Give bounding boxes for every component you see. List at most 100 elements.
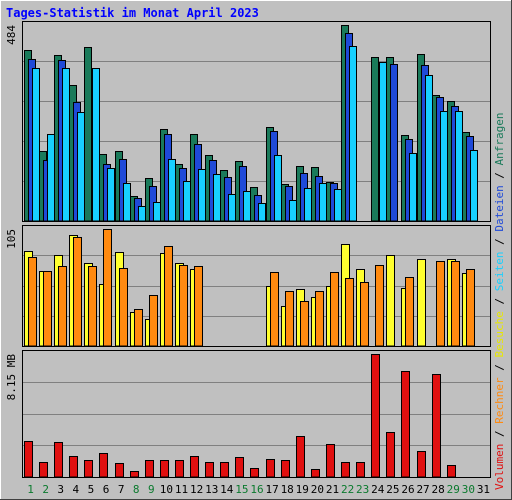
bar-volumen-day-18 xyxy=(281,460,290,478)
right-legend-item: / xyxy=(493,424,506,444)
bar-seiten-day-28 xyxy=(440,111,448,222)
day-label-7: 7 xyxy=(118,483,125,496)
bar-rechner-day-20 xyxy=(315,291,324,347)
bar-seiten-day-26 xyxy=(409,153,417,222)
bar-seiten-day-21 xyxy=(334,189,342,222)
bar-volumen-day-4 xyxy=(69,456,78,478)
day-label-11: 11 xyxy=(175,483,188,496)
bar-volumen-day-3 xyxy=(54,442,63,478)
right-legend-item: / xyxy=(493,358,506,378)
right-legend-item: / xyxy=(493,165,506,185)
day-label-29: 29 xyxy=(447,483,460,496)
day-label-24: 24 xyxy=(371,483,385,496)
day-label-18: 18 xyxy=(281,483,294,496)
bar-rechner-day-18 xyxy=(285,291,294,347)
bar-volumen-day-8 xyxy=(130,471,139,478)
bar-rechner-day-2 xyxy=(43,271,52,347)
right-legend-item: Dateien xyxy=(493,185,506,231)
bar-volumen-day-23 xyxy=(356,462,365,478)
bar-seiten-day-8 xyxy=(138,206,146,222)
bar-seiten-day-1 xyxy=(32,68,40,222)
bar-volumen-day-16 xyxy=(250,468,259,478)
day-label-1: 1 xyxy=(27,483,34,496)
bar-rechner-day-17 xyxy=(270,272,279,347)
right-legend-item: Anfragen xyxy=(493,112,506,165)
bar-rechner-day-29 xyxy=(451,261,460,347)
day-label-2: 2 xyxy=(42,483,49,496)
bar-volumen-day-7 xyxy=(115,463,124,478)
bar-rechner-day-9 xyxy=(149,295,158,347)
bar-volumen-day-5 xyxy=(84,460,93,478)
bar-volumen-day-21 xyxy=(326,444,335,478)
bar-volumen-day-19 xyxy=(296,436,305,478)
bar-seiten-day-15 xyxy=(243,191,251,222)
bar-rechner-day-12 xyxy=(194,266,203,347)
bar-volumen-day-10 xyxy=(160,460,169,478)
bar-seiten-day-9 xyxy=(153,202,161,222)
right-legend-item: / xyxy=(493,232,506,252)
bar-seiten-day-19 xyxy=(304,188,312,222)
bar-volumen-day-24 xyxy=(371,354,380,478)
bar-rechner-day-3 xyxy=(58,266,67,347)
day-label-3: 3 xyxy=(57,483,64,496)
day-label-6: 6 xyxy=(103,483,110,496)
bar-seiten-day-16 xyxy=(258,203,266,222)
bar-seiten-day-13 xyxy=(213,174,221,222)
day-label-4: 4 xyxy=(73,483,80,496)
bar-volumen-day-14 xyxy=(220,462,229,478)
bar-seiten-day-14 xyxy=(228,194,236,222)
hits-panel-ymax-label: 484 xyxy=(5,25,18,45)
bar-rechner-day-11 xyxy=(179,265,188,347)
bar-seiten-day-4 xyxy=(77,112,85,222)
bar-rechner-day-5 xyxy=(88,266,97,347)
bar-rechner-day-10 xyxy=(164,246,173,347)
day-label-12: 12 xyxy=(190,483,203,496)
right-legend-item: Rechner xyxy=(493,377,506,424)
visits-panel-ymax-label: 105 xyxy=(5,229,18,249)
bar-volumen-day-2 xyxy=(39,462,48,478)
bar-rechner-day-23 xyxy=(360,282,369,347)
bar-seiten-day-17 xyxy=(274,155,282,222)
bar-volumen-day-22 xyxy=(341,462,350,478)
day-label-10: 10 xyxy=(160,483,173,496)
bar-rechner-day-8 xyxy=(134,309,143,347)
bar-volumen-day-11 xyxy=(175,460,184,478)
bar-volumen-day-29 xyxy=(447,465,456,478)
right-legend-item: / xyxy=(493,291,506,311)
bar-seiten-day-18 xyxy=(289,200,297,222)
bar-seiten-day-6 xyxy=(107,168,115,222)
bar-volumen-day-17 xyxy=(266,459,275,478)
bar-volumen-day-13 xyxy=(205,462,214,478)
bar-seiten-day-22 xyxy=(349,46,357,222)
bar-volumen-day-20 xyxy=(311,469,320,478)
bar-seiten-day-11 xyxy=(183,181,191,222)
bar-seiten-day-3 xyxy=(62,68,70,222)
day-label-21: 21 xyxy=(326,483,339,496)
bar-rechner-day-24 xyxy=(375,265,384,347)
day-label-5: 5 xyxy=(88,483,95,496)
day-label-8: 8 xyxy=(133,483,140,496)
bar-rechner-day-26 xyxy=(405,277,414,347)
day-label-19: 19 xyxy=(296,483,309,496)
bar-seiten-day-24 xyxy=(379,62,387,222)
bar-besuche-day-27 xyxy=(417,259,426,347)
day-label-13: 13 xyxy=(205,483,218,496)
right-legend-item: Seiten xyxy=(493,252,506,292)
bar-seiten-day-7 xyxy=(123,183,131,222)
day-label-9: 9 xyxy=(148,483,155,496)
bar-volumen-day-27 xyxy=(417,451,426,478)
bar-seiten-day-30 xyxy=(470,150,478,222)
day-label-20: 20 xyxy=(311,483,324,496)
bar-rechner-day-7 xyxy=(119,268,128,347)
day-label-27: 27 xyxy=(416,483,429,496)
bar-volumen-day-26 xyxy=(401,371,410,478)
right-legend-item: Volumen xyxy=(493,444,506,490)
day-label-22: 22 xyxy=(341,483,354,496)
day-label-23: 23 xyxy=(356,483,369,496)
chart-title: Tages-Statistik im Monat April 2023 xyxy=(6,6,259,20)
bar-anfragen-day-5 xyxy=(84,47,92,222)
day-label-14: 14 xyxy=(220,483,234,496)
day-label-17: 17 xyxy=(265,483,278,496)
bar-rechner-day-6 xyxy=(103,229,112,347)
